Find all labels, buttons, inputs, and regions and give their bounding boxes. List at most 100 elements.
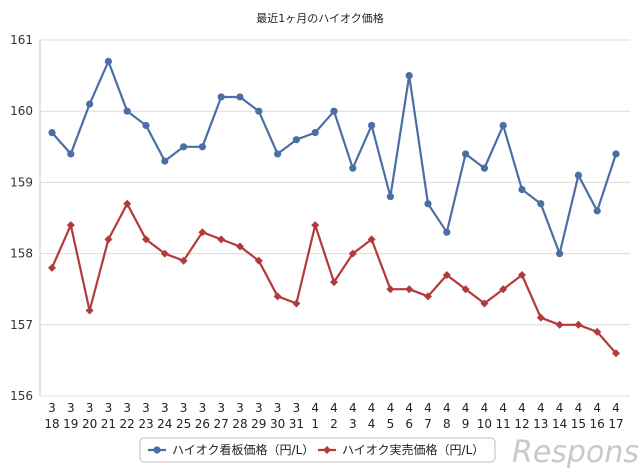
x-tick-day: 28	[232, 417, 247, 431]
data-point	[217, 93, 225, 101]
data-point	[367, 235, 376, 244]
x-tick-day: 21	[101, 417, 116, 431]
x-tick-month: 4	[443, 401, 451, 415]
x-tick-month: 3	[142, 401, 150, 415]
y-axis: 156 157 158 159 160 161	[10, 33, 41, 403]
x-tick-day: 11	[496, 417, 511, 431]
x-tick-month: 4	[349, 401, 357, 415]
data-point	[612, 349, 620, 358]
data-point	[424, 292, 432, 301]
x-tick-day: 26	[195, 417, 210, 431]
x-tick-month: 4	[424, 401, 432, 415]
data-point	[461, 285, 470, 294]
x-tick-month: 4	[330, 401, 338, 415]
y-tick-label: 156	[10, 389, 33, 403]
data-point	[480, 299, 489, 308]
chart-title: 最近1ヶ月のハイオク価格	[256, 11, 384, 25]
x-tick-month: 3	[180, 401, 188, 415]
data-point	[386, 193, 394, 201]
data-point	[85, 306, 94, 315]
x-tick-month: 3	[236, 401, 244, 415]
data-point	[462, 150, 470, 158]
x-tick-day: 18	[44, 417, 59, 431]
legend-label: ハイオク看板価格（円/L）	[172, 442, 314, 457]
y-tick-label: 158	[10, 247, 33, 261]
data-point	[198, 228, 207, 237]
y-tick-label: 159	[10, 175, 33, 189]
data-point	[217, 235, 226, 244]
x-tick-day: 29	[251, 417, 266, 431]
x-tick-day: 15	[571, 417, 586, 431]
x-tick-day: 13	[533, 417, 548, 431]
x-tick-month: 3	[199, 401, 207, 415]
x-tick-month: 3	[67, 401, 75, 415]
data-point	[48, 263, 56, 272]
x-tick-day: 17	[608, 417, 623, 431]
data-point	[612, 150, 620, 158]
x-tick-month: 3	[255, 401, 263, 415]
data-point	[179, 256, 188, 265]
data-point	[537, 200, 545, 208]
data-point	[330, 278, 338, 287]
x-tick-day: 19	[63, 417, 78, 431]
legend-marker	[323, 446, 331, 454]
x-tick-day: 14	[552, 417, 567, 431]
x-tick-month: 4	[462, 401, 470, 415]
plot-area	[48, 57, 620, 358]
x-tick-month: 3	[86, 401, 94, 415]
x-tick-month: 3	[161, 401, 169, 415]
x-tick-month: 4	[575, 401, 583, 415]
data-point	[311, 221, 320, 230]
data-point	[536, 313, 545, 322]
data-point	[104, 235, 113, 244]
data-point	[66, 221, 75, 230]
data-point	[255, 107, 263, 115]
data-point	[104, 57, 112, 65]
grid	[40, 39, 630, 397]
x-tick-day: 7	[424, 417, 432, 431]
data-point	[292, 136, 300, 144]
x-tick-month: 4	[405, 401, 413, 415]
data-point	[160, 249, 169, 258]
x-tick-month: 4	[311, 401, 319, 415]
data-point	[574, 171, 583, 179]
x-tick-month: 4	[556, 401, 564, 415]
data-point	[311, 128, 319, 137]
x-tick-month: 3	[123, 401, 131, 415]
data-point	[142, 235, 150, 244]
data-point	[273, 292, 282, 301]
x-tick-day: 30	[270, 417, 285, 431]
data-point	[518, 270, 526, 279]
data-point	[161, 157, 169, 165]
data-point	[67, 150, 75, 158]
x-tick-day: 31	[289, 417, 304, 431]
x-tick-month: 3	[293, 401, 301, 415]
watermark-logo: Response.	[512, 435, 640, 470]
x-tick-month: 3	[105, 401, 113, 415]
x-tick-month: 4	[612, 401, 620, 415]
data-point	[180, 143, 188, 151]
y-tick-label: 160	[10, 104, 33, 118]
data-point	[518, 185, 526, 194]
x-tick-month: 4	[387, 401, 395, 415]
data-point	[499, 121, 507, 130]
x-tick-month: 4	[481, 401, 489, 415]
data-point	[236, 93, 244, 101]
x-tick-day: 16	[590, 417, 605, 431]
y-tick-label: 161	[10, 33, 33, 47]
data-point	[556, 250, 564, 258]
data-point	[198, 143, 206, 151]
data-point	[442, 270, 451, 279]
y-tick-label: 157	[10, 318, 33, 332]
data-point	[274, 150, 282, 158]
x-tick-month: 3	[274, 401, 282, 415]
legend-marker	[153, 446, 161, 454]
legend-box	[139, 437, 496, 463]
data-point	[254, 256, 263, 265]
data-point	[86, 100, 94, 108]
data-point	[555, 320, 564, 329]
legend: ハイオク看板価格（円/L） ハイオク実売価格（円/L）	[139, 437, 496, 463]
x-tick-month: 4	[499, 401, 507, 415]
data-point	[593, 327, 602, 336]
